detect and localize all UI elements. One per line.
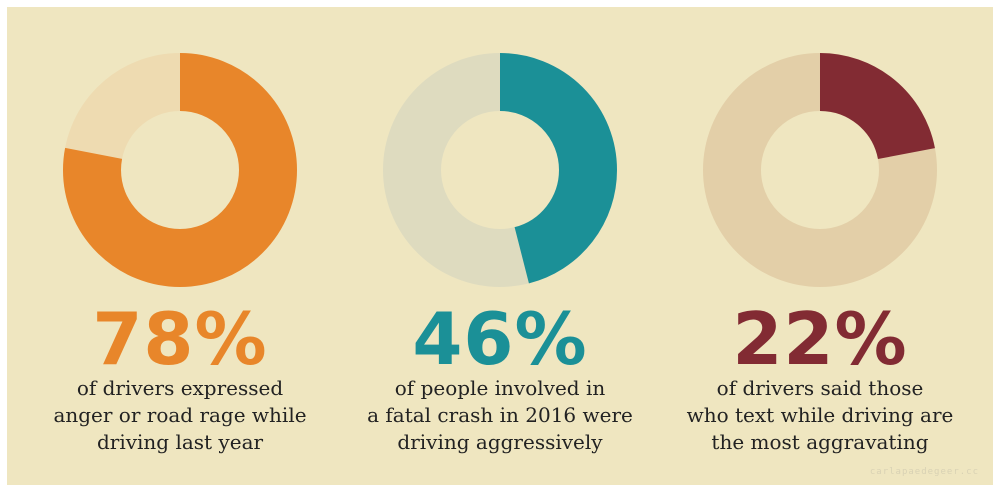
caption-fatal-crash: of people involved in a fatal crash in 2… (340, 375, 660, 456)
watermark: carlapaedegeer.cc (869, 467, 979, 477)
percentage-texting: 22% (732, 297, 908, 381)
donut-value-arc (383, 53, 617, 287)
caption-line: a fatal crash in 2016 were (367, 403, 633, 427)
caption-line: of drivers expressed (76, 376, 284, 400)
percentage-road-rage: 78% (92, 297, 268, 381)
caption-line: driving aggressively (397, 430, 603, 454)
stat-texting: 22% of drivers said those who text while… (660, 7, 980, 485)
donut-chart-road-rage (63, 53, 297, 287)
donut-value-arc (63, 53, 297, 287)
stat-road-rage: 78% of drivers expressed anger or road r… (20, 7, 340, 485)
caption-line: the most aggravating (711, 430, 929, 454)
caption-line: anger or road rage while (53, 403, 307, 427)
caption-line: of people involved in (394, 376, 606, 400)
donut-chart-texting (703, 53, 937, 287)
donut-value-arc (703, 53, 937, 287)
percentage-fatal-crash: 46% (412, 297, 588, 381)
caption-line: of drivers said those (716, 376, 924, 400)
caption-road-rage: of drivers expressed anger or road rage … (20, 375, 340, 456)
caption-texting: of drivers said those who text while dri… (660, 375, 980, 456)
donut-chart-fatal-crash (383, 53, 617, 287)
infographic-panel: 78% of drivers expressed anger or road r… (7, 7, 993, 485)
caption-line: who text while driving are (686, 403, 954, 427)
stat-fatal-crash: 46% of people involved in a fatal crash … (340, 7, 660, 485)
caption-line: driving last year (96, 430, 264, 454)
